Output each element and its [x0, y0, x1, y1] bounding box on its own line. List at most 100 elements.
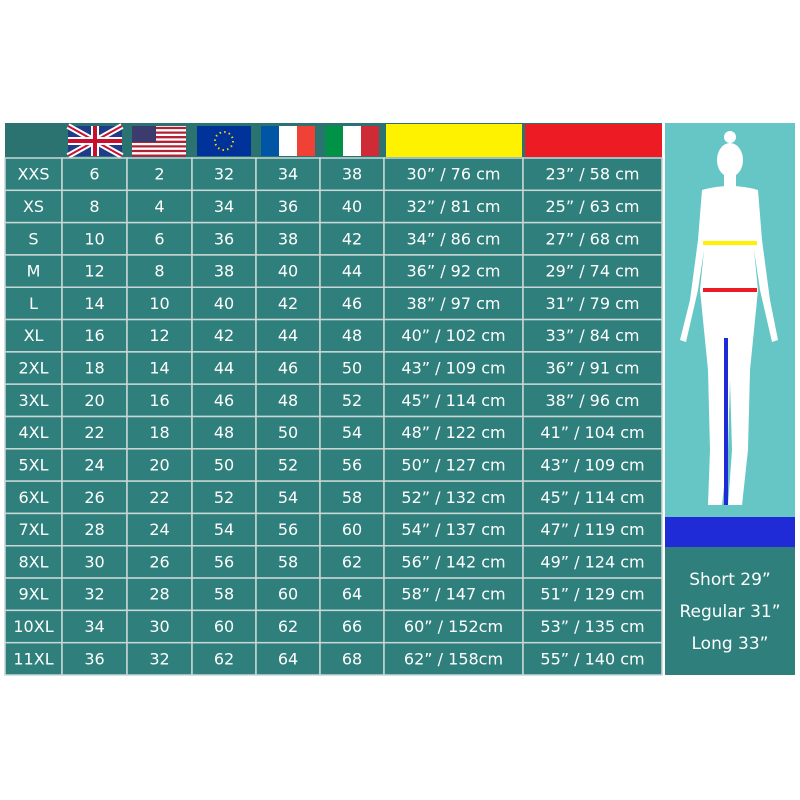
size-value: 42 — [342, 229, 362, 248]
cell — [126, 545, 193, 579]
cell — [319, 480, 385, 515]
cell — [522, 189, 663, 224]
cell — [191, 415, 257, 450]
cell — [522, 448, 663, 482]
cell — [383, 286, 524, 321]
cell — [255, 189, 321, 224]
size-value: 38 — [342, 165, 362, 184]
size-value: 45” / 114 cm — [540, 488, 644, 507]
cell — [255, 448, 321, 482]
cell — [61, 609, 128, 644]
size-value: 60 — [342, 520, 362, 539]
size-value: 22 — [84, 423, 104, 442]
inseam-panel — [665, 547, 795, 675]
size-value: 50 — [342, 359, 362, 378]
size-label: 2XL — [18, 359, 48, 378]
cell — [522, 641, 663, 676]
size-value: 56” / 142 cm — [401, 552, 505, 571]
size-value: 24 — [149, 520, 169, 539]
size-value: 36” / 92 cm — [406, 262, 500, 281]
size-value: 62 — [214, 649, 234, 668]
size-value: 52 — [214, 488, 234, 507]
size-value: 32 — [84, 585, 104, 604]
size-value: 12 — [149, 326, 169, 345]
cell — [522, 480, 663, 515]
us-flag — [132, 126, 186, 157]
size-value: 34 — [278, 165, 298, 184]
size-value: 58” / 147 cm — [401, 585, 505, 604]
size-value: 2 — [154, 165, 164, 184]
cell — [191, 609, 257, 644]
cell — [319, 415, 385, 450]
size-label: 5XL — [18, 455, 48, 474]
cell — [383, 157, 524, 192]
cell — [126, 189, 193, 224]
size-value: 43” / 109 cm — [540, 455, 644, 474]
cell — [191, 254, 257, 288]
cell — [522, 286, 663, 321]
cell — [383, 254, 524, 288]
size-value: 28 — [84, 520, 104, 539]
cell — [522, 512, 663, 547]
size-value: 48 — [214, 423, 234, 442]
cell — [383, 221, 524, 256]
cell — [319, 577, 385, 612]
cell — [255, 221, 321, 256]
size-value: 52 — [342, 391, 362, 410]
size-label: 9XL — [18, 585, 48, 604]
cell — [61, 351, 128, 385]
size-label: M — [27, 262, 41, 281]
size-value: 28 — [149, 585, 169, 604]
size-value: 6 — [154, 229, 164, 248]
cell — [61, 318, 128, 353]
size-value: 18 — [149, 423, 169, 442]
cell — [4, 448, 63, 482]
size-value: 8 — [89, 197, 99, 216]
cell — [61, 286, 128, 321]
cell — [61, 157, 128, 192]
size-label: 8XL — [18, 552, 48, 571]
it-flag — [325, 126, 379, 156]
size-value: 38” / 97 cm — [406, 294, 500, 313]
inseam-length: Regular 31” — [679, 602, 780, 622]
cell — [255, 351, 321, 385]
size-label: L — [29, 294, 38, 313]
size-value: 56 — [342, 455, 362, 474]
cell — [255, 577, 321, 612]
size-value: 30 — [84, 552, 104, 571]
size-value: 36 — [214, 229, 234, 248]
size-value: 30 — [149, 617, 169, 636]
size-value: 45” / 114 cm — [401, 391, 505, 410]
size-value: 30” / 76 cm — [406, 165, 500, 184]
fr-flag — [261, 126, 315, 156]
size-label: XL — [24, 326, 44, 345]
cell — [191, 383, 257, 418]
cell — [255, 318, 321, 353]
cell — [126, 415, 193, 450]
size-value: 50” / 127 cm — [401, 455, 505, 474]
size-value: 54” / 137 cm — [401, 520, 505, 539]
body-figure — [680, 131, 778, 505]
cell — [4, 641, 63, 676]
size-value: 46 — [278, 359, 298, 378]
size-value: 44 — [342, 262, 362, 281]
cell — [61, 189, 128, 224]
cell — [126, 351, 193, 385]
size-value: 62 — [342, 552, 362, 571]
cell — [191, 318, 257, 353]
size-value: 62” / 158cm — [404, 649, 503, 668]
size-value: 42 — [214, 326, 234, 345]
size-value: 10 — [84, 229, 104, 248]
size-value: 44 — [278, 326, 298, 345]
cell — [126, 512, 193, 547]
size-value: 33” / 84 cm — [545, 326, 639, 345]
size-value: 40 — [342, 197, 362, 216]
size-value: 40 — [214, 294, 234, 313]
size-value: 23” / 58 cm — [545, 165, 639, 184]
size-value: 16 — [149, 391, 169, 410]
size-value: 44 — [214, 359, 234, 378]
cell — [319, 221, 385, 256]
size-value: 53” / 135 cm — [540, 617, 644, 636]
cell — [191, 157, 257, 192]
